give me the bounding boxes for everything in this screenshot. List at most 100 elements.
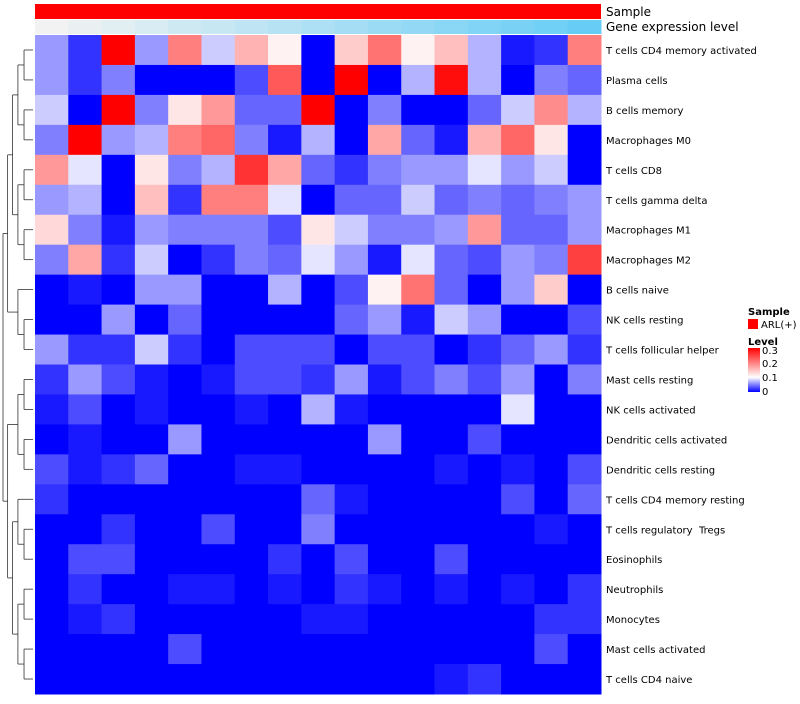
heatmap-cell [567, 124, 602, 156]
heatmap-cell [234, 64, 269, 96]
heatmap-cell [301, 544, 336, 575]
heatmap-cell [367, 184, 402, 216]
heatmap-cell [234, 304, 269, 336]
heatmap-cell [401, 574, 436, 605]
heatmap-cell [367, 514, 402, 545]
heatmap-cell [101, 35, 136, 66]
heatmap-cell [268, 334, 302, 365]
heatmap-cell [501, 454, 535, 485]
heatmap-cell [35, 484, 69, 515]
heatmap-cell [101, 64, 136, 96]
heatmap-cell [268, 544, 302, 575]
row-label: Dendritic cells resting [606, 465, 715, 476]
heatmap-cell [434, 454, 469, 485]
heatmap-cell [334, 304, 369, 336]
legend: Sample ARL(+) Level 0.3 0.2 0.1 0 [748, 307, 797, 398]
heatmap-cell [35, 574, 69, 605]
heatmap-cell [367, 394, 402, 425]
heatmap-cell [101, 574, 136, 605]
heatmap-cell [268, 214, 302, 246]
heatmap-cell [234, 514, 269, 545]
heatmap-cell [301, 634, 336, 665]
heatmap-cell [35, 544, 69, 575]
heatmap-cell [168, 124, 202, 156]
row-label: B cells memory [606, 106, 683, 117]
heatmap-cell [534, 364, 569, 395]
expression-annotation-cell [534, 20, 569, 34]
heatmap-cell [367, 664, 402, 695]
heatmap-cell [101, 484, 136, 515]
heatmap-cell [101, 424, 136, 455]
heatmap-cell [567, 64, 602, 96]
heatmap-cell [501, 94, 535, 126]
row-label: Macrophages M2 [606, 256, 691, 267]
heatmap-cell [101, 454, 136, 485]
heatmap-cell [301, 604, 336, 635]
heatmap-cell [367, 64, 402, 96]
heatmap-cell [301, 184, 336, 216]
heatmap-cell [134, 274, 169, 306]
heatmap-cell [334, 244, 369, 276]
heatmap-cell [467, 64, 502, 96]
heatmap-cell [68, 214, 103, 246]
heatmap-cell [201, 544, 236, 575]
expression-annotation-cell [168, 20, 202, 34]
row-labels: T cells CD4 memory activated Plasma cells… [605, 46, 757, 686]
heatmap-cell [401, 394, 436, 425]
heatmap-cell [401, 214, 436, 246]
heatmap-cell [68, 364, 103, 395]
heatmap-cell [334, 424, 369, 455]
legend-sample-item: ARL(+) [761, 320, 797, 331]
heatmap-cell [501, 394, 535, 425]
heatmap-cell [35, 424, 69, 455]
heatmap-cell [234, 544, 269, 575]
heatmap-cell [567, 454, 602, 485]
heatmap-cell [301, 334, 336, 365]
heatmap-cell [234, 124, 269, 156]
heatmap-cell [434, 514, 469, 545]
heatmap-cell [201, 454, 236, 485]
heatmap-cell [134, 544, 169, 575]
heatmap-cell [467, 424, 502, 455]
heatmap-cell [534, 454, 569, 485]
heatmap-cell [68, 604, 103, 635]
expression-annotation-label: Gene expression level [606, 20, 739, 34]
heatmap-cell [35, 214, 69, 246]
heatmap-cell [401, 154, 436, 186]
expression-annotation-cell [234, 20, 269, 34]
heatmap-cell [201, 64, 236, 96]
heatmap-cell [234, 154, 269, 186]
heatmap-cell [334, 364, 369, 395]
heatmap-cell [501, 364, 535, 395]
heatmap-cell [268, 574, 302, 605]
heatmap-cell [201, 154, 236, 186]
heatmap-cell [268, 424, 302, 455]
heatmap-cell [168, 394, 202, 425]
heatmap-cell [268, 634, 302, 665]
heatmap-cell [301, 364, 336, 395]
heatmap-cell [567, 154, 602, 186]
heatmap-cell [434, 664, 469, 695]
heatmap-cell [467, 35, 502, 66]
heatmap-cell [234, 574, 269, 605]
heatmap-cell [301, 274, 336, 306]
heatmap-cell [201, 424, 236, 455]
heatmap-cell [534, 35, 569, 66]
heatmap-cell [35, 154, 69, 186]
heatmap-cell [134, 574, 169, 605]
row-label: Neutrophils [606, 585, 663, 596]
heatmap-cell [134, 124, 169, 156]
heatmap-cell [501, 334, 535, 365]
heatmap-cell [334, 274, 369, 306]
heatmap-cell [501, 64, 535, 96]
heatmap-cell [401, 544, 436, 575]
heatmap-cell [467, 574, 502, 605]
heatmap-cell [467, 94, 502, 126]
heatmap-cell [401, 514, 436, 545]
heatmap-cell [401, 35, 436, 66]
heatmap-cell [434, 64, 469, 96]
heatmap-cell [268, 394, 302, 425]
heatmap-cell [68, 634, 103, 665]
heatmap-cell [334, 394, 369, 425]
